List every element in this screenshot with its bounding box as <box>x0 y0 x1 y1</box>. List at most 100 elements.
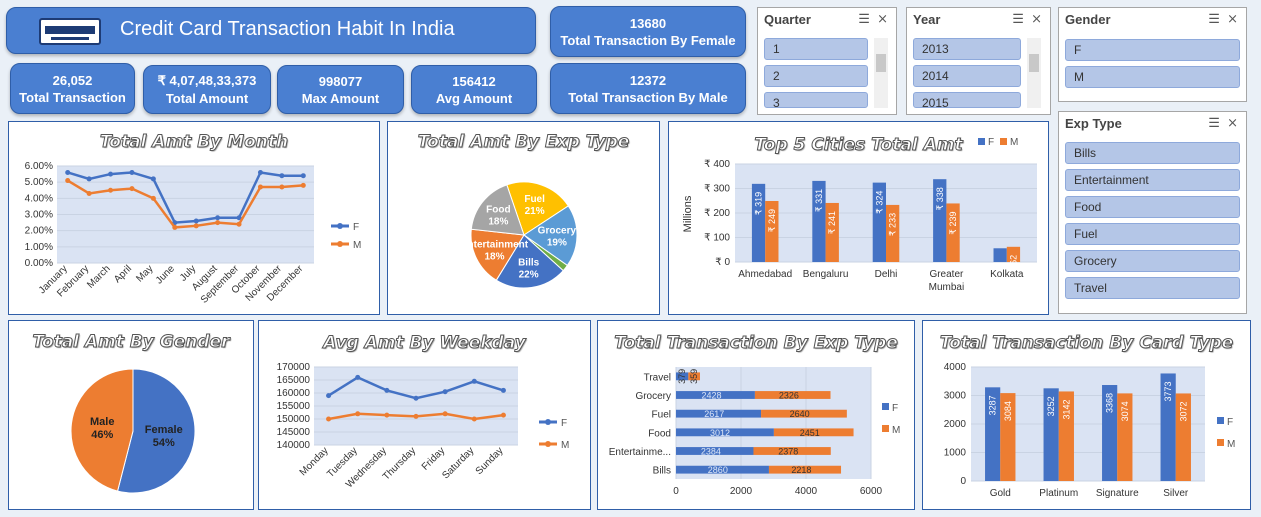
kpi-avg-amount: 156412 Avg Amount <box>411 65 537 114</box>
x-tick-label: Silver <box>1163 488 1189 499</box>
clear-filter-icon[interactable]: ⨯ <box>877 11 888 26</box>
clear-filter-icon[interactable]: ⨯ <box>1227 115 1238 130</box>
slicer-gender: Gender ☰ ⨯ F M <box>1058 7 1247 102</box>
kpi-total-transaction: 26,052 Total Transaction <box>10 63 135 114</box>
chart-title: Total Transaction By Exp Type <box>614 333 899 354</box>
x-tick-label: June <box>154 263 177 286</box>
bar <box>768 465 842 474</box>
scrollbar-thumb[interactable] <box>876 54 886 72</box>
kpi-max-amount: 998077 Max Amount <box>277 65 404 114</box>
pie-category-label: Food <box>486 204 510 215</box>
y-tick-label: 0 <box>960 476 966 487</box>
clear-filter-icon[interactable]: ⨯ <box>1227 11 1238 26</box>
legend-marker <box>1217 417 1224 424</box>
data-label: 2640 <box>790 409 810 419</box>
bar <box>676 391 755 399</box>
y-tick-label: 165000 <box>277 375 311 386</box>
slicer-scrollbar[interactable] <box>874 38 888 108</box>
bar <box>1000 393 1016 481</box>
pie-percent-label: 54% <box>153 437 175 449</box>
kpi-value: 13680 <box>629 15 667 31</box>
x-tick-label: March <box>85 263 112 290</box>
x-tick-label: Ahmedabad <box>738 269 792 280</box>
slicer-item[interactable]: 2015 <box>913 92 1021 108</box>
slicer-item[interactable]: 2013 <box>913 38 1021 60</box>
slicer-item[interactable]: Entertainment <box>1065 169 1240 191</box>
multi-select-icon[interactable]: ☰ <box>1012 11 1024 26</box>
x-tick-label: 6000 <box>860 486 883 497</box>
x-tick-label: May <box>134 263 155 284</box>
pie-percent-label: 18% <box>484 251 504 262</box>
slicer-title: Exp Type <box>1065 116 1122 131</box>
y-tick-label: ₹ 100 <box>704 233 730 244</box>
slicer-toolbar: ☰ ⨯ <box>1012 11 1042 27</box>
bar <box>754 391 831 399</box>
bar <box>946 203 960 262</box>
bar <box>765 200 779 262</box>
y-tick-label: ₹ 0 <box>715 257 730 268</box>
y-tick-label: 4.00% <box>25 193 53 204</box>
y-tick-label: Fuel <box>652 410 671 421</box>
slicer-item[interactable]: Grocery <box>1065 250 1240 272</box>
y-tick-label: 155000 <box>277 401 311 412</box>
data-point <box>471 378 477 384</box>
clear-filter-icon[interactable]: ⨯ <box>1031 11 1042 26</box>
legend-marker <box>1000 138 1007 145</box>
bar <box>676 465 769 474</box>
data-point <box>500 387 506 393</box>
slicer-item[interactable]: 3 <box>764 92 868 108</box>
y-tick-label: 140000 <box>277 440 311 451</box>
pie-slice <box>506 181 569 236</box>
y-tick-label: Bills <box>653 466 671 477</box>
bar <box>1043 388 1059 481</box>
multi-select-icon[interactable]: ☰ <box>1208 11 1220 26</box>
data-point <box>86 190 92 196</box>
slicer-item[interactable]: Fuel <box>1065 223 1240 245</box>
data-point <box>236 215 242 221</box>
data-label: 2451 <box>800 428 820 438</box>
data-point <box>129 169 135 175</box>
chart-title: Avg Amt By Weekday <box>323 333 527 354</box>
slicer-item[interactable]: F <box>1065 39 1240 61</box>
data-point <box>442 389 448 395</box>
data-label: ₹ 62 <box>1008 255 1018 273</box>
y-tick-label: 5.00% <box>25 177 53 188</box>
scrollbar-thumb[interactable] <box>1029 54 1039 72</box>
y-tick-label: 2000 <box>944 419 967 430</box>
data-label: 3012 <box>710 428 730 438</box>
legend-marker <box>337 241 343 247</box>
bar <box>933 179 947 262</box>
data-label: 3084 <box>1003 401 1013 421</box>
slicer-item[interactable]: Bills <box>1065 142 1240 164</box>
pie-category-label: Female <box>145 424 183 436</box>
x-tick-label: Greater <box>929 269 964 280</box>
slicer-title: Year <box>913 12 941 27</box>
slicer-item[interactable]: Travel <box>1065 277 1240 299</box>
data-point <box>442 411 448 417</box>
multi-select-icon[interactable]: ☰ <box>858 11 870 26</box>
kpi-label: Max Amount <box>301 90 380 106</box>
slicer-item[interactable]: 1 <box>764 38 868 60</box>
data-label: ₹ 249 <box>767 209 777 232</box>
legend-marker <box>882 403 889 410</box>
data-point <box>172 224 178 230</box>
pie-percent-label: 21% <box>525 206 545 217</box>
slicer-item[interactable]: M <box>1065 66 1240 88</box>
y-axis-label: Millions <box>682 195 694 232</box>
slicer-item[interactable]: Food <box>1065 196 1240 218</box>
y-tick-label: 3.00% <box>25 210 53 221</box>
slicer-toolbar: ☰ ⨯ <box>1208 115 1238 131</box>
x-tick-label: Platinum <box>1039 488 1078 499</box>
pie-percent-label: 19% <box>547 238 567 249</box>
pie-slice <box>470 228 525 281</box>
y-tick-label: 4000 <box>944 362 967 373</box>
y-tick-label: 160000 <box>277 388 311 399</box>
x-tick-label: Mumbai <box>929 282 965 293</box>
bar <box>1175 393 1191 481</box>
panel-total-amt-by-gender: Total Amt By Gender Female 54% Male 46% <box>8 320 254 510</box>
slicer-scrollbar[interactable] <box>1027 38 1041 108</box>
slicer-item[interactable]: 2014 <box>913 65 1021 87</box>
multi-select-icon[interactable]: ☰ <box>1208 115 1220 130</box>
slicer-item[interactable]: 2 <box>764 65 868 87</box>
pie-category-label: Male <box>90 416 114 428</box>
